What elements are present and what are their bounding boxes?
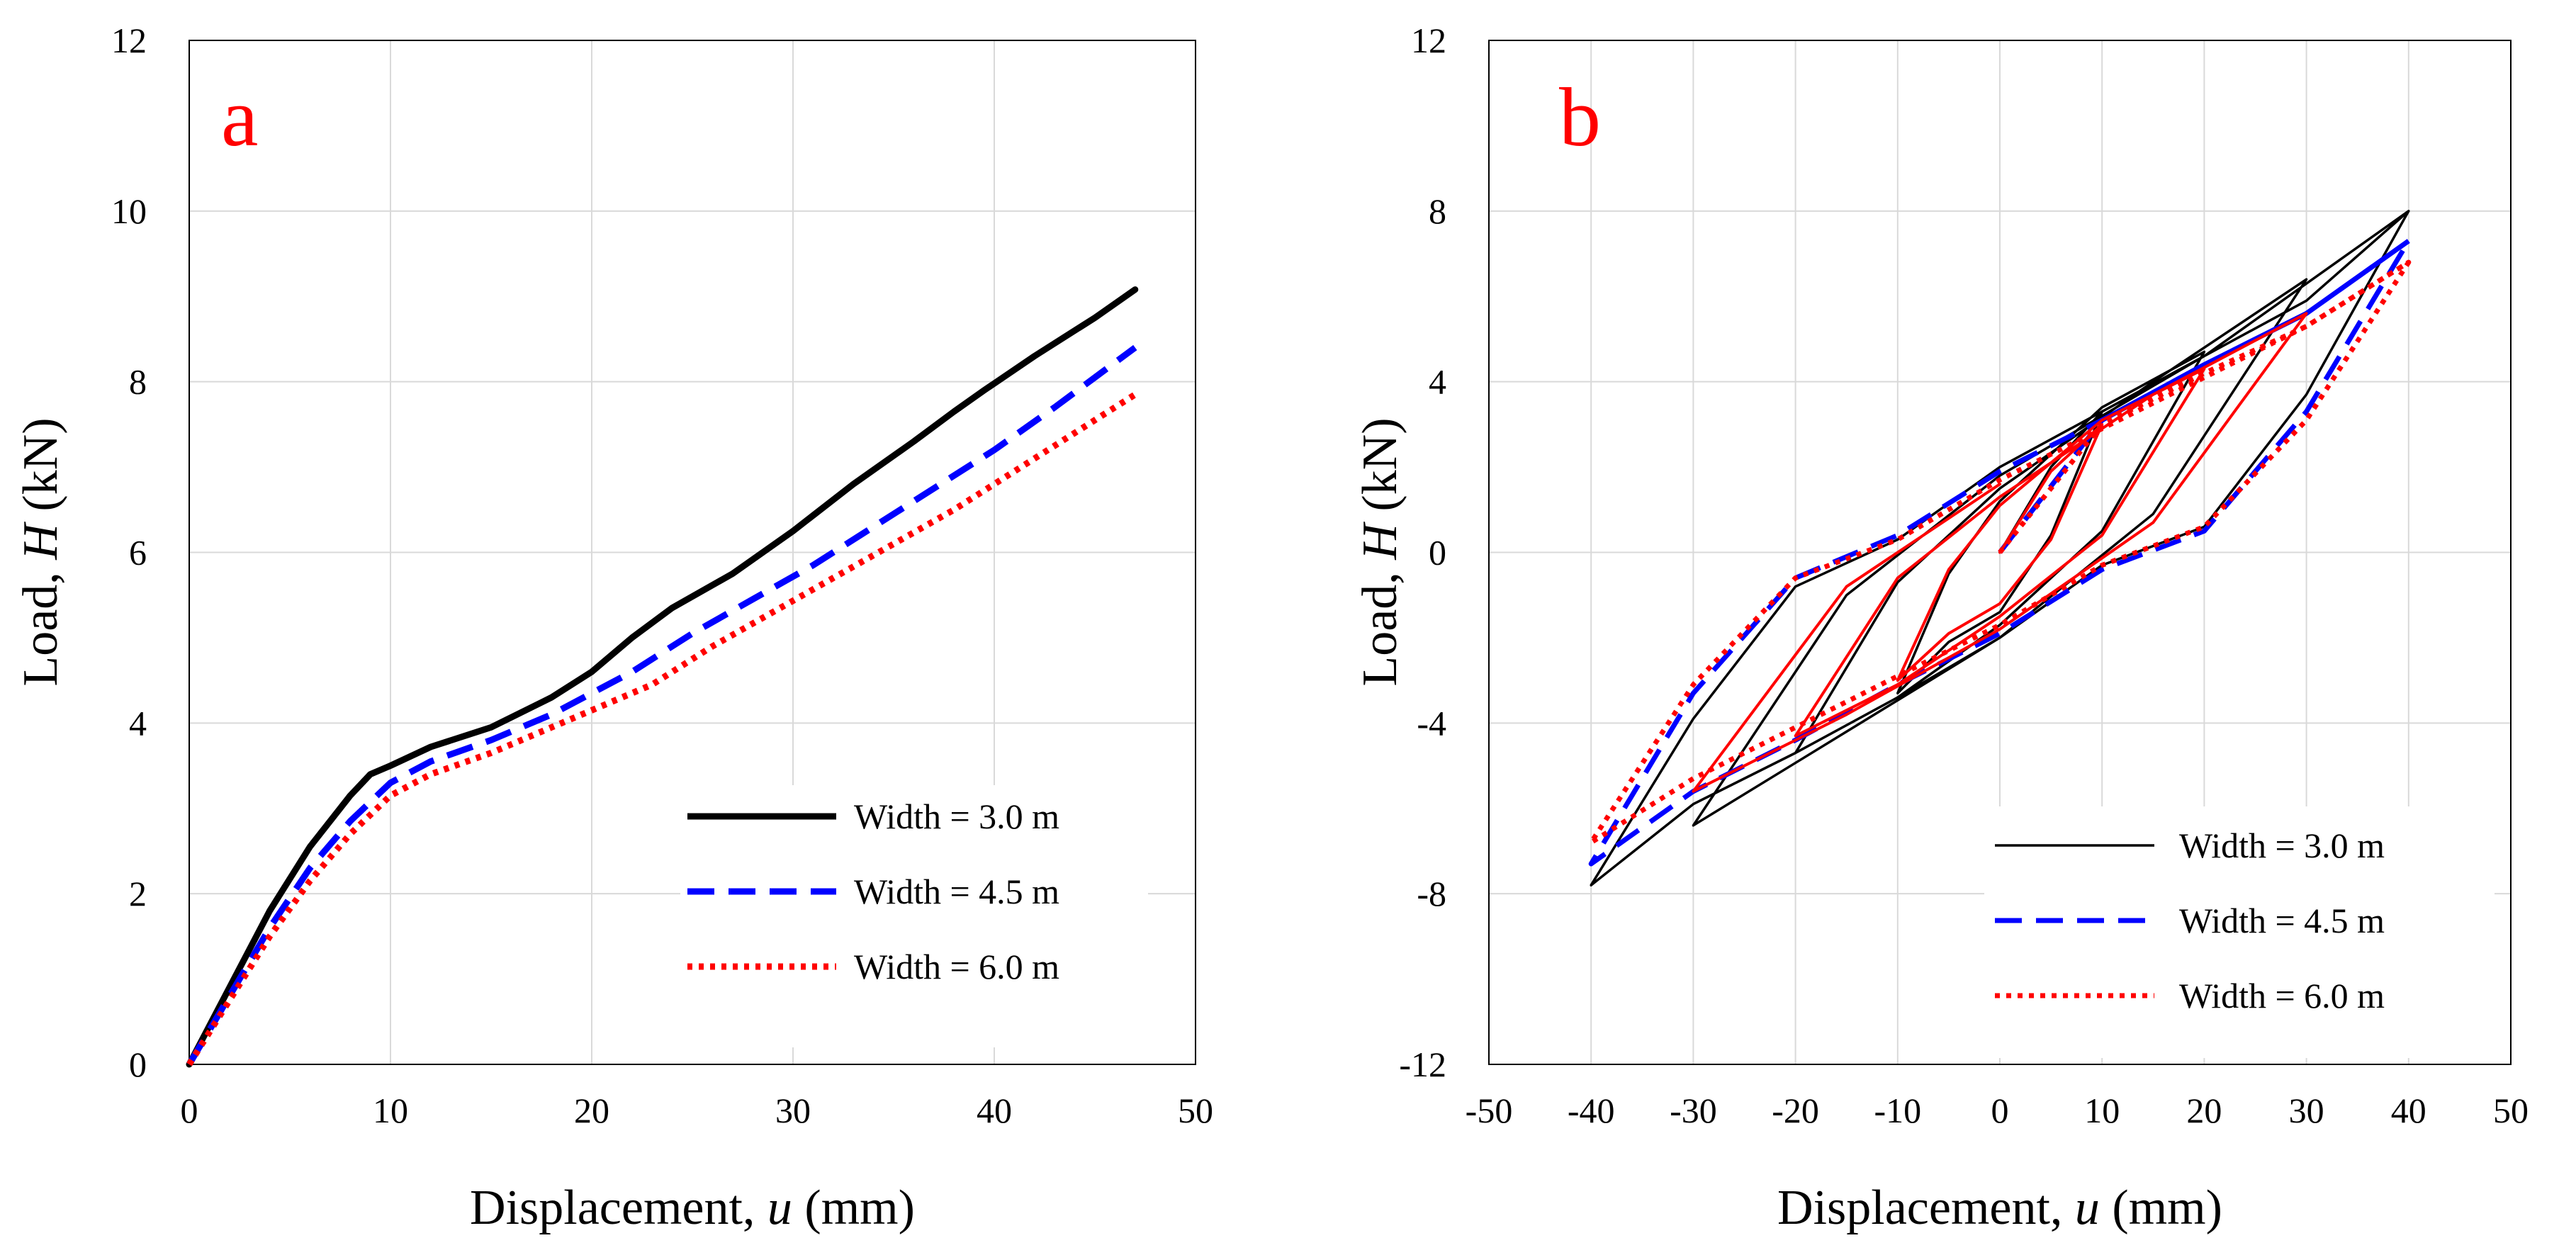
panel-a-y-tick-label: 0	[129, 1045, 147, 1084]
panel-b-label: b	[1559, 71, 1601, 164]
panel-a-legend-label: Width = 6.0 m	[854, 947, 1059, 986]
panel-b-inner-loops-line	[1692, 312, 2308, 793]
panel-b-y-tick-label: 8	[1429, 191, 1446, 231]
panel-b-y-tick-label: -8	[1417, 874, 1446, 913]
panel-a-y-tick-label: 12	[111, 21, 147, 60]
panel-a-y-tick-label: 8	[129, 362, 147, 402]
panel-b-x-axis-title: Displacement, u (mm)	[1777, 1181, 2222, 1235]
panel-b-legend: Width = 3.0 m Width = 4.5 m Width = 6.0 …	[1984, 806, 2495, 1058]
panel-a-x-axis-title-prefix: Displacement,	[470, 1181, 767, 1235]
panel-b-legend-label: Width = 4.5 m	[2179, 901, 2385, 940]
panel-b-y-tick-label: -12	[1399, 1045, 1446, 1084]
panel-a-y-tick-label: 2	[129, 874, 147, 913]
panel-a-y-tick-label: 10	[111, 191, 147, 231]
panel-b-legend-item: Width = 4.5 m	[1995, 901, 2385, 940]
panel-b-plot-frame	[1488, 40, 2512, 1065]
panel-a-y-axis-title-suffix: (kN)	[13, 417, 68, 524]
panel-a-x-axis-title-suffix: (mm)	[792, 1181, 915, 1235]
panel-a-x-tick-labels: 0 10 20 30 40 50	[181, 1091, 1214, 1130]
panel-b-y-tick-label: 12	[1411, 21, 1446, 60]
panel-b-x-tick-label: -40	[1568, 1091, 1615, 1130]
panel-b-y-tick-label: 4	[1429, 362, 1446, 402]
panel-b-legend-item: Width = 6.0 m	[1995, 976, 2385, 1015]
panel-b-y-axis-title: Load, H (kN)	[1353, 417, 1407, 686]
panel-b-y-tick-label: -4	[1417, 703, 1446, 743]
panel-a-series-line-3	[186, 391, 1137, 1067]
panel-a-x-tick-label: 50	[1178, 1091, 1213, 1130]
panel-a-legend-item: Width = 3.0 m	[687, 797, 1059, 836]
panel-b-x-tick-label: 50	[2493, 1091, 2529, 1130]
panel-a-y-tick-label: 4	[129, 703, 147, 743]
panel-b-x-tick-label: -50	[1466, 1091, 1513, 1130]
panel-b-x-axis-title-prefix: Displacement,	[1777, 1181, 2075, 1235]
panel-b-series	[1588, 210, 2412, 887]
panel-a-legend: Width = 3.0 m Width = 4.5 m Width = 6.0 …	[680, 785, 1148, 1047]
panel-b-x-tick-label: 20	[2186, 1091, 2222, 1130]
panel-a-series-line-1	[186, 286, 1139, 1068]
panel-a-legend-item: Width = 6.0 m	[687, 947, 1059, 986]
panel-a-legend-label: Width = 4.5 m	[854, 872, 1059, 911]
panel-b-x-tick-label: -30	[1670, 1091, 1717, 1130]
panel-a-plot-frame	[189, 40, 1196, 1065]
panel-a-x-axis-title: Displacement, u (mm)	[470, 1181, 915, 1235]
panel-a-y-tick-label: 6	[129, 533, 147, 573]
panel-b-y-axis-title-var: H	[1353, 522, 1407, 561]
panel-a-legend-background	[680, 785, 1148, 1047]
panel-a-y-tick-labels: 0 2 4 6 8 10 12	[111, 21, 147, 1084]
panel-a-y-axis-title-prefix: Load,	[13, 560, 68, 687]
panel-b-x-axis-title-var: u	[2075, 1181, 2100, 1235]
panel-b-y-tick-label: 0	[1429, 533, 1446, 573]
panel-b-x-tick-labels: -50 -40 -30 -20 -10 0 10 20 30 40 50	[1466, 1091, 2529, 1130]
panel-b-x-tick-label: -20	[1772, 1091, 1819, 1130]
panel-b-legend-label: Width = 3.0 m	[2179, 826, 2385, 865]
panel-a: 0 10 20 30 40 50 0 2 4 6 8 10 12 a Displacement, u …	[13, 21, 1213, 1235]
panel-b-legend-label: Width = 6.0 m	[2179, 976, 2385, 1015]
panel-b-x-tick-label: 40	[2391, 1091, 2426, 1130]
panel-a-y-axis-title-var: H	[13, 522, 68, 561]
panel-b-y-tick-labels: -12 -8 -4 0 4 8 12	[1399, 21, 1446, 1084]
panel-b-legend-background	[1984, 806, 2495, 1058]
panel-a-series	[186, 286, 1139, 1068]
panel-a-series-line-2	[186, 344, 1137, 1067]
panel-a-x-tick-label: 30	[775, 1091, 811, 1130]
panel-b-legend-item: Width = 3.0 m	[1995, 826, 2385, 865]
panel-a-legend-label: Width = 3.0 m	[854, 797, 1059, 836]
panel-b-x-tick-label: 10	[2084, 1091, 2120, 1130]
panel-b-x-tick-label: 0	[1991, 1091, 2009, 1130]
panel-b: -50 -40 -30 -20 -10 0 10 20 30 40 50 -12-8-404812 …	[1353, 21, 2529, 1235]
panel-b-x-tick-label: 30	[2289, 1091, 2324, 1130]
panel-a-x-tick-label: 10	[373, 1091, 408, 1130]
panel-a-x-tick-label: 40	[977, 1091, 1012, 1130]
panel-b-series-line-1	[1590, 210, 2410, 887]
panel-a-label: a	[221, 71, 258, 164]
panel-b-x-tick-label: -10	[1874, 1091, 1921, 1130]
panel-b-y-axis-title-prefix: Load,	[1353, 560, 1407, 687]
panel-b-x-axis-title-suffix: (mm)	[2100, 1181, 2222, 1235]
panel-a-x-tick-label: 20	[574, 1091, 609, 1130]
panel-a-y-axis-title: Load, H (kN)	[13, 417, 68, 686]
panel-b-series-line-3	[1588, 259, 2412, 845]
panel-a-legend-item: Width = 4.5 m	[687, 872, 1059, 911]
panel-a-x-axis-title-var: u	[767, 1181, 792, 1235]
panel-b-y-axis-title-suffix: (kN)	[1353, 417, 1407, 524]
panel-a-x-tick-label: 0	[181, 1091, 198, 1130]
